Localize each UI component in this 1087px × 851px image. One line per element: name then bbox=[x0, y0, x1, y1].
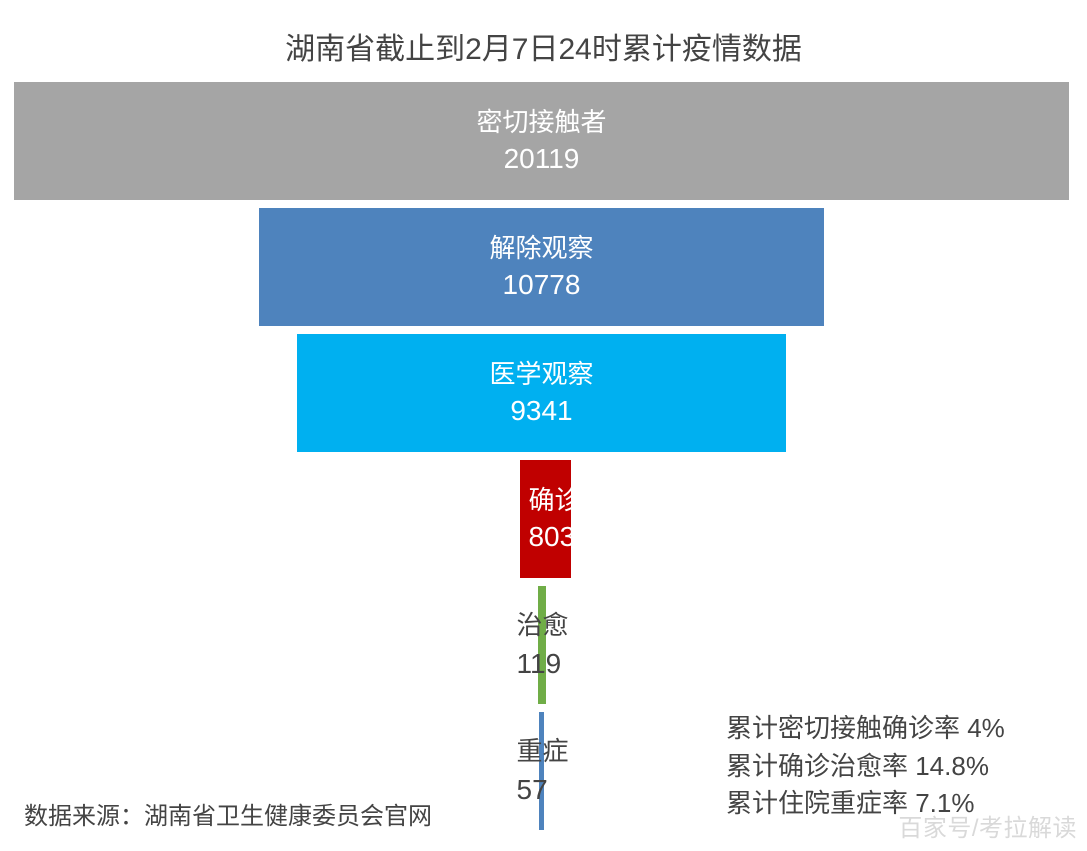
funnel-bar-label: 医学观察 bbox=[489, 357, 593, 392]
funnel-bar-label: 治愈 bbox=[517, 607, 717, 643]
funnel-bar-value: 57 bbox=[517, 770, 717, 809]
summary-stat-line: 累计密切接触确诊率 4% bbox=[726, 710, 1005, 748]
funnel-bar-value: 119 bbox=[517, 644, 717, 683]
funnel-bar: 确诊803 bbox=[520, 460, 570, 578]
funnel-bar-value: 9341 bbox=[510, 392, 572, 430]
summary-stat-line: 累计确诊治愈率 14.8% bbox=[726, 748, 1005, 786]
watermark: 百家号/考拉解读 bbox=[898, 808, 1077, 843]
funnel-bar-text: 重症57 bbox=[517, 733, 717, 809]
funnel-bar-label: 确诊 bbox=[528, 483, 580, 518]
funnel-bar-text: 治愈119 bbox=[517, 607, 717, 683]
funnel-bar-value: 803 bbox=[528, 518, 575, 556]
chart-title: 湖南省截止到2月7日24时累计疫情数据 bbox=[0, 24, 1087, 68]
funnel-bar: 治愈119 bbox=[14, 586, 1069, 704]
funnel-bar: 解除观察10778 bbox=[259, 208, 824, 326]
funnel-bar-label: 重症 bbox=[517, 733, 717, 769]
funnel-bar-label: 解除观察 bbox=[489, 231, 593, 266]
funnel-bar: 医学观察9341 bbox=[297, 334, 787, 452]
funnel-bar-label: 密切接触者 bbox=[476, 105, 606, 140]
summary-stats: 累计密切接触确诊率 4%累计确诊治愈率 14.8%累计住院重症率 7.1% bbox=[726, 710, 1005, 823]
data-source: 数据来源：湖南省卫生健康委员会官网 bbox=[24, 796, 432, 831]
funnel-bar: 密切接触者20119 bbox=[14, 82, 1069, 200]
funnel-bar-value: 10778 bbox=[503, 266, 581, 304]
funnel-bar-value: 20119 bbox=[504, 140, 580, 178]
